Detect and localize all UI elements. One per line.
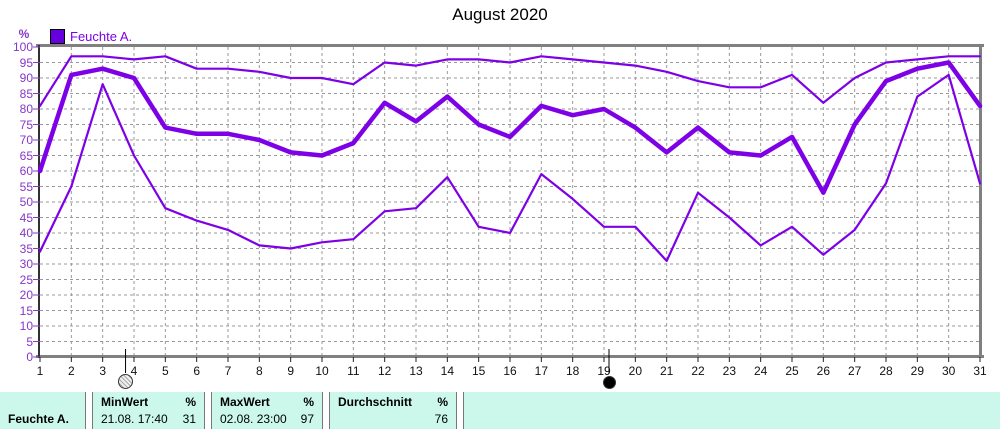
x-axis-line — [36, 355, 984, 358]
legend: Feuchte A. — [50, 29, 132, 44]
page-title: August 2020 — [452, 5, 548, 24]
y-tick-label-45: 45 — [19, 210, 33, 225]
y-tick-label-55: 55 — [19, 179, 33, 194]
y-tick-label-70: 70 — [19, 133, 33, 147]
table-row-label: Feuchte A. — [8, 412, 69, 426]
table-durchschnitt-cell: Durchschnitt % 76 — [329, 392, 457, 429]
x-tick-label-5: 5 — [161, 364, 169, 378]
x-tick-label-10: 10 — [315, 364, 329, 378]
y-tick-label-65: 65 — [19, 148, 33, 163]
table-empty-cell — [463, 392, 1000, 429]
maxwert-unit: % — [303, 395, 314, 409]
x-tick-label-25: 25 — [785, 364, 799, 378]
x-tick-label-29: 29 — [910, 364, 924, 378]
x-tick-label-19: 19 — [597, 364, 611, 378]
x-tick-label-22: 22 — [691, 364, 705, 378]
x-tick-label-4: 4 — [130, 364, 138, 378]
y-tick-label-60: 60 — [19, 164, 33, 178]
x-tick-label-7: 7 — [224, 364, 232, 378]
x-tick-label-11: 11 — [347, 364, 360, 378]
y-tick-label-40: 40 — [19, 226, 33, 240]
x-tick-label-8: 8 — [255, 364, 263, 378]
minwert-unit: % — [185, 395, 196, 409]
y-tick-label-10: 10 — [19, 319, 33, 333]
x-tick-label-30: 30 — [941, 364, 956, 378]
x-tick-label-16: 16 — [503, 364, 517, 378]
y-axis-line — [38, 45, 40, 358]
minwert-value: 31 — [182, 412, 196, 426]
x-tick-label-24: 24 — [753, 364, 768, 378]
x-tick-label-28: 28 — [879, 364, 893, 378]
x-tick-label-20: 20 — [628, 364, 642, 378]
x-tick-label-6: 6 — [193, 364, 200, 378]
y-tick-label-80: 80 — [19, 102, 33, 116]
y-tick-label-90: 90 — [19, 71, 33, 85]
durchschnitt-value: 76 — [434, 412, 448, 426]
x-tick-label-23: 23 — [722, 364, 736, 378]
y-tick-label-50: 50 — [19, 195, 33, 209]
x-tick-label-13: 13 — [409, 364, 423, 378]
y-tick-label-75: 75 — [19, 117, 33, 132]
y-tick-label-30: 30 — [19, 257, 33, 271]
legend-color-swatch-icon — [50, 29, 65, 44]
x-tick-label-12: 12 — [377, 364, 392, 378]
y-tick-label-20: 20 — [19, 288, 33, 302]
x-tick-label-2: 2 — [67, 364, 75, 378]
y-tick-label-0: 0 — [26, 350, 33, 364]
chart-frame-right — [979, 44, 982, 358]
y-tick-label-100: 100 — [12, 40, 33, 54]
x-tick-label-15: 15 — [471, 364, 486, 378]
minwert-timestamp: 21.08. 17:40 — [101, 412, 168, 426]
x-tick-label-21: 21 — [659, 364, 674, 378]
x-tick-label-17: 17 — [534, 364, 548, 378]
maxwert-header: MaxWert — [220, 395, 270, 409]
maxwert-timestamp: 02.08. 23:00 — [220, 412, 287, 426]
durchschnitt-unit: % — [437, 395, 448, 409]
table-maxwert-cell: MaxWert % 02.08. 23:00 97 — [211, 392, 323, 429]
x-tick-label-26: 26 — [816, 364, 830, 378]
table-minwert-cell: MinWert % 21.08. 17:40 31 — [92, 392, 205, 429]
x-tick-label-31: 31 — [973, 364, 987, 378]
y-axis-unit-label: % — [18, 27, 30, 41]
x-tick-label-1: 1 — [36, 364, 44, 378]
full-moon-icon — [118, 374, 134, 389]
x-tick-label-3: 3 — [99, 364, 106, 378]
chart-frame-top — [36, 44, 984, 47]
x-tick-label-9: 9 — [287, 364, 294, 378]
legend-label: Feuchte A. — [70, 29, 133, 44]
series-min-line — [38, 73, 982, 262]
new-moon-icon — [602, 376, 616, 389]
x-tick-label-14: 14 — [440, 364, 454, 378]
series-avg-line — [37, 60, 983, 195]
y-tick-label-25: 25 — [19, 272, 33, 287]
y-tick-label-35: 35 — [19, 241, 33, 256]
durchschnitt-header: Durchschnitt — [338, 395, 413, 409]
x-tick-label-27: 27 — [847, 364, 862, 378]
y-tick-label-5: 5 — [26, 334, 33, 349]
y-tick-label-95: 95 — [19, 55, 33, 70]
y-tick-label-85: 85 — [19, 86, 33, 101]
y-tick-label-15: 15 — [19, 303, 33, 318]
x-tick-label-18: 18 — [565, 364, 580, 378]
maxwert-value: 97 — [300, 412, 314, 426]
series-max-line — [38, 55, 982, 108]
minwert-header: MinWert — [101, 395, 149, 409]
table-row-label-cell: Feuchte A. — [0, 392, 86, 429]
